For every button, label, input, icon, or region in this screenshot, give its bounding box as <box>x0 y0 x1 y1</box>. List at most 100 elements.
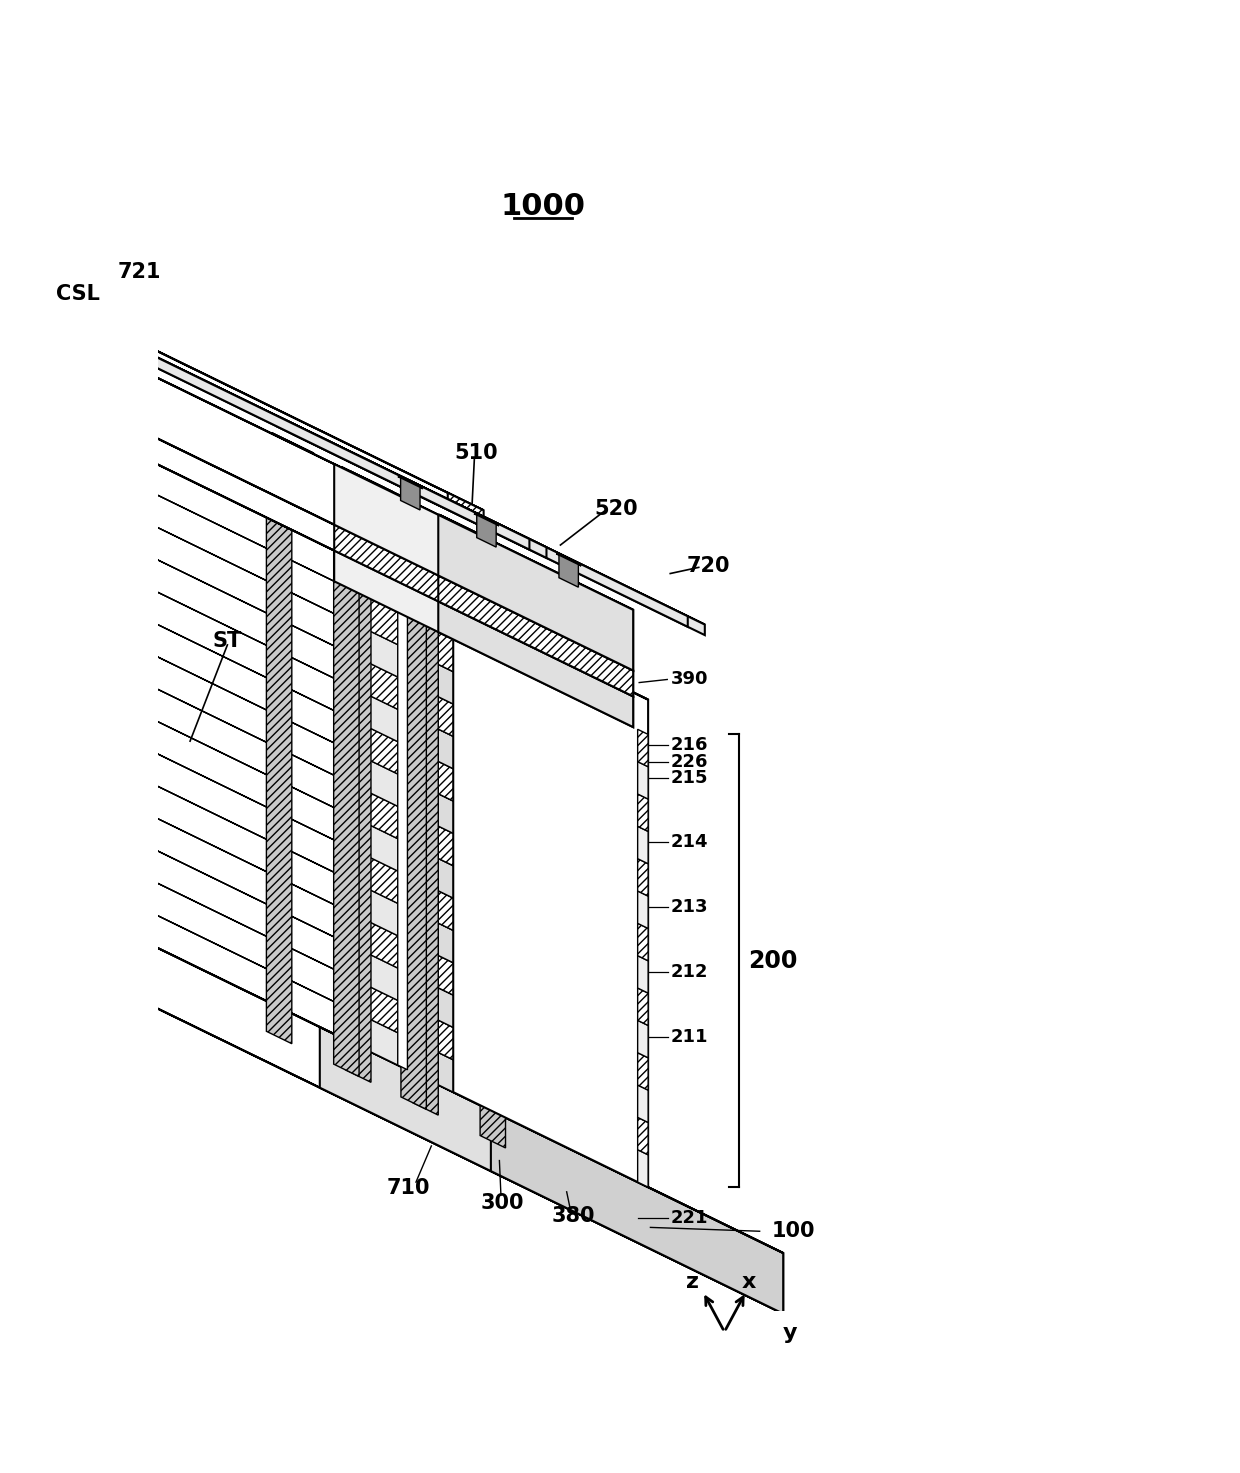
Text: 720: 720 <box>687 555 730 576</box>
Polygon shape <box>637 1086 649 1122</box>
Text: 214: 214 <box>671 834 708 851</box>
Polygon shape <box>330 548 363 564</box>
Polygon shape <box>277 415 688 627</box>
Polygon shape <box>440 516 482 536</box>
Text: CS: CS <box>591 1069 622 1090</box>
Polygon shape <box>335 742 634 921</box>
Polygon shape <box>637 1118 649 1155</box>
Polygon shape <box>398 577 408 1069</box>
Polygon shape <box>476 516 496 546</box>
Polygon shape <box>480 622 506 1147</box>
Text: 390: 390 <box>671 670 708 688</box>
Polygon shape <box>637 956 649 993</box>
Text: 216: 216 <box>671 736 708 754</box>
Polygon shape <box>637 924 649 960</box>
Text: 520: 520 <box>594 499 637 518</box>
Polygon shape <box>465 610 475 1103</box>
Polygon shape <box>438 516 634 670</box>
Polygon shape <box>272 433 314 454</box>
Polygon shape <box>139 486 634 728</box>
Polygon shape <box>403 477 439 505</box>
Polygon shape <box>637 988 649 1025</box>
Polygon shape <box>438 1021 634 1147</box>
Polygon shape <box>361 476 403 496</box>
Text: y: y <box>782 1323 797 1343</box>
Polygon shape <box>637 1150 649 1187</box>
Polygon shape <box>335 524 634 697</box>
Polygon shape <box>438 729 634 856</box>
Polygon shape <box>335 647 634 823</box>
Polygon shape <box>401 477 420 510</box>
Polygon shape <box>118 339 547 548</box>
Polygon shape <box>476 620 510 636</box>
Polygon shape <box>342 554 374 570</box>
Polygon shape <box>335 710 634 888</box>
Polygon shape <box>637 826 649 863</box>
Polygon shape <box>139 745 634 985</box>
Polygon shape <box>398 476 423 489</box>
Polygon shape <box>438 988 634 1115</box>
Text: 211: 211 <box>671 1028 708 1046</box>
Polygon shape <box>438 924 634 1050</box>
Polygon shape <box>599 676 609 1168</box>
Polygon shape <box>637 794 649 831</box>
Polygon shape <box>139 843 634 1083</box>
Polygon shape <box>438 601 634 728</box>
Polygon shape <box>351 471 393 492</box>
Polygon shape <box>27 946 784 1314</box>
Polygon shape <box>474 514 498 526</box>
Polygon shape <box>438 632 634 760</box>
Polygon shape <box>491 1111 784 1314</box>
Polygon shape <box>557 554 582 566</box>
Polygon shape <box>413 589 438 1115</box>
Polygon shape <box>438 576 634 697</box>
Polygon shape <box>139 370 634 610</box>
Polygon shape <box>438 891 634 1018</box>
Text: 300: 300 <box>481 1193 525 1212</box>
Polygon shape <box>335 775 634 953</box>
Text: 380: 380 <box>552 1206 595 1227</box>
Polygon shape <box>335 582 634 760</box>
Polygon shape <box>637 1053 649 1090</box>
Polygon shape <box>135 346 547 558</box>
Polygon shape <box>74 317 110 345</box>
Text: ST: ST <box>212 630 242 651</box>
Polygon shape <box>454 604 649 1187</box>
Polygon shape <box>139 810 634 1050</box>
Polygon shape <box>335 614 634 792</box>
Polygon shape <box>335 464 634 670</box>
Polygon shape <box>139 430 634 670</box>
Text: 721: 721 <box>118 262 161 281</box>
Polygon shape <box>438 859 634 985</box>
Polygon shape <box>438 794 634 921</box>
Polygon shape <box>334 551 360 1077</box>
Polygon shape <box>139 681 634 921</box>
Polygon shape <box>637 762 649 798</box>
Polygon shape <box>438 956 634 1083</box>
Polygon shape <box>559 555 578 588</box>
Polygon shape <box>335 1002 634 1180</box>
Polygon shape <box>335 807 634 985</box>
Polygon shape <box>267 517 291 1044</box>
Polygon shape <box>263 516 295 532</box>
Text: x: x <box>742 1271 756 1292</box>
Polygon shape <box>342 467 384 488</box>
Polygon shape <box>139 518 634 760</box>
Text: 213: 213 <box>671 899 708 916</box>
Polygon shape <box>118 339 529 549</box>
Polygon shape <box>637 1021 649 1058</box>
Polygon shape <box>139 907 634 1147</box>
Polygon shape <box>438 826 634 953</box>
Polygon shape <box>139 551 634 792</box>
Polygon shape <box>335 551 634 728</box>
Polygon shape <box>335 678 634 856</box>
Polygon shape <box>335 872 634 1050</box>
Polygon shape <box>637 729 649 767</box>
Text: 226: 226 <box>671 753 708 770</box>
Text: 100: 100 <box>771 1221 815 1242</box>
Polygon shape <box>637 859 649 896</box>
Polygon shape <box>119 333 484 510</box>
Text: 221: 221 <box>671 1209 708 1227</box>
Text: 510: 510 <box>454 443 497 464</box>
Text: 215: 215 <box>671 769 708 787</box>
